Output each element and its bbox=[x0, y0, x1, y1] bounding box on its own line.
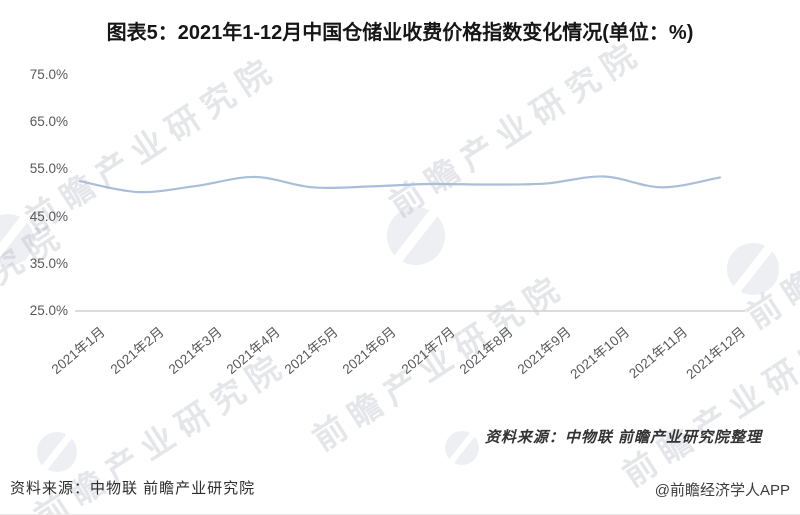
x-tick-label: 2021年8月 bbox=[456, 324, 516, 378]
y-tick-label: 65.0% bbox=[29, 114, 68, 130]
y-tick-label: 75.0% bbox=[29, 67, 68, 82]
x-tick-label: 2021年9月 bbox=[514, 324, 574, 378]
y-tick-label: 45.0% bbox=[29, 208, 68, 224]
x-tick-label: 2021年1月 bbox=[49, 324, 109, 378]
footer-credit: @前瞻经济学人APP bbox=[654, 482, 790, 499]
chart-title: 图表5：2021年1-12月中国仓储业收费价格指数变化情况(单位：%) bbox=[106, 22, 694, 44]
chart-source-note: 资料来源：中物联 前瞻产业研究院整理 bbox=[484, 429, 762, 446]
y-tick-label: 25.0% bbox=[29, 303, 68, 318]
x-tick-label: 2021年12月 bbox=[683, 324, 749, 382]
x-tick-label: 2021年4月 bbox=[223, 324, 283, 378]
x-tick-label: 2021年3月 bbox=[165, 324, 225, 378]
x-tick-label: 2021年7月 bbox=[398, 324, 458, 378]
x-tick-label: 2021年6月 bbox=[340, 324, 400, 378]
x-tick-label: 2021年5月 bbox=[281, 324, 341, 378]
x-tick-label: 2021年10月 bbox=[567, 324, 632, 382]
price-index-line bbox=[78, 175, 722, 194]
footer-source: 资料来源：中物联 前瞻产业研究院 bbox=[10, 480, 256, 497]
y-tick-label: 55.0% bbox=[29, 161, 68, 177]
x-tick-label: 2021年2月 bbox=[107, 324, 167, 378]
y-tick-label: 35.0% bbox=[29, 255, 68, 271]
x-tick-label: 2021年11月 bbox=[625, 324, 691, 382]
